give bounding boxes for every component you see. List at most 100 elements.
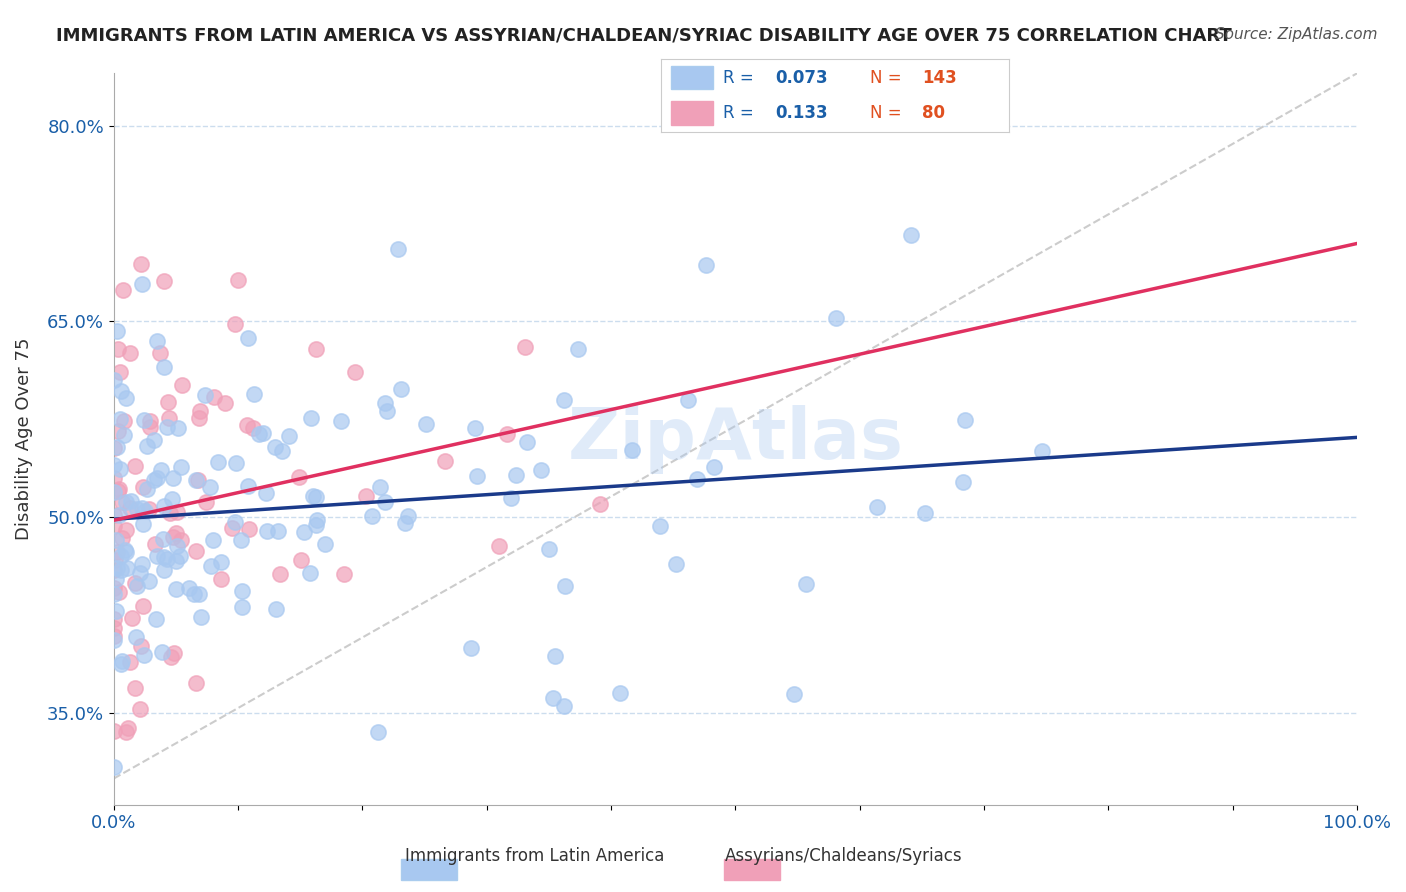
Point [146,471,169,485]
Point [231,600,253,615]
Point [553,392,575,407]
Point [142,473,165,487]
Point [134,504,156,518]
Point [110,549,132,563]
Point [115,724,138,739]
Point [665,557,688,571]
Point [104,604,127,618]
Point [132,599,155,613]
Point [621,443,644,458]
Point [132,413,155,427]
Point [270,444,292,458]
Point [108,462,131,476]
Point [110,657,132,671]
Point [264,440,287,454]
Point [112,428,135,442]
Point [104,533,127,547]
Point [105,572,128,586]
Point [361,509,384,524]
Point [117,721,139,735]
Point [115,523,138,537]
Point [159,650,181,665]
Point [124,576,146,591]
Text: Immigrants from Latin America: Immigrants from Latin America [405,847,664,865]
Point [107,584,129,599]
Point [105,324,128,338]
Point [103,441,125,455]
Point [150,463,173,477]
Point [103,621,125,635]
Point [238,522,260,536]
Bar [401,859,457,880]
Point [132,480,155,494]
Point [269,567,291,582]
Point [794,577,817,591]
Point [152,499,174,513]
Point [209,555,232,569]
Point [824,310,846,325]
Point [111,654,134,668]
Point [609,686,631,700]
Point [170,460,193,475]
Point [128,702,150,716]
Point [153,563,176,577]
Point [202,390,225,404]
Point [108,482,131,496]
Point [278,428,301,442]
Point [236,418,259,433]
Point [184,543,207,558]
Point [252,426,274,441]
Point [129,257,152,271]
Text: IMMIGRANTS FROM LATIN AMERICA VS ASSYRIAN/CHALDEAN/SYRIAC DISABILITY AGE OVER 75: IMMIGRANTS FROM LATIN AMERICA VS ASSYRIA… [56,27,1232,45]
Point [538,542,561,557]
Point [305,490,328,504]
Point [554,578,576,592]
Point [166,539,188,553]
Point [103,612,125,626]
Point [105,560,128,574]
Point [567,343,589,357]
Point [415,417,437,431]
Point [343,365,366,379]
Point [305,513,328,527]
Point [160,491,183,506]
Point [299,411,322,425]
Point [118,655,141,669]
Point [374,395,396,409]
Point [266,524,288,538]
Point [150,645,173,659]
Point [305,518,328,533]
Point [156,552,179,566]
Point [162,470,184,484]
Point [329,414,352,428]
Point [389,382,412,396]
Point [305,342,328,356]
Point [146,549,169,563]
Point [394,516,416,531]
Point [292,525,315,540]
Point [225,456,247,470]
Point [200,480,222,494]
Point [188,404,211,418]
Point [124,681,146,696]
Point [1031,443,1053,458]
Point [301,489,323,503]
Point [104,553,127,567]
Point [200,559,222,574]
Point [146,334,169,348]
Point [264,601,287,615]
Point [152,549,174,564]
Point [103,563,125,577]
Point [132,516,155,531]
Point [162,530,184,544]
Point [125,579,148,593]
Point [111,531,134,545]
Point [111,495,134,509]
Point [103,723,125,738]
Point [139,420,162,434]
Point [396,508,419,523]
Point [488,539,510,553]
Point [138,502,160,516]
Point [103,458,125,473]
Point [142,434,165,448]
